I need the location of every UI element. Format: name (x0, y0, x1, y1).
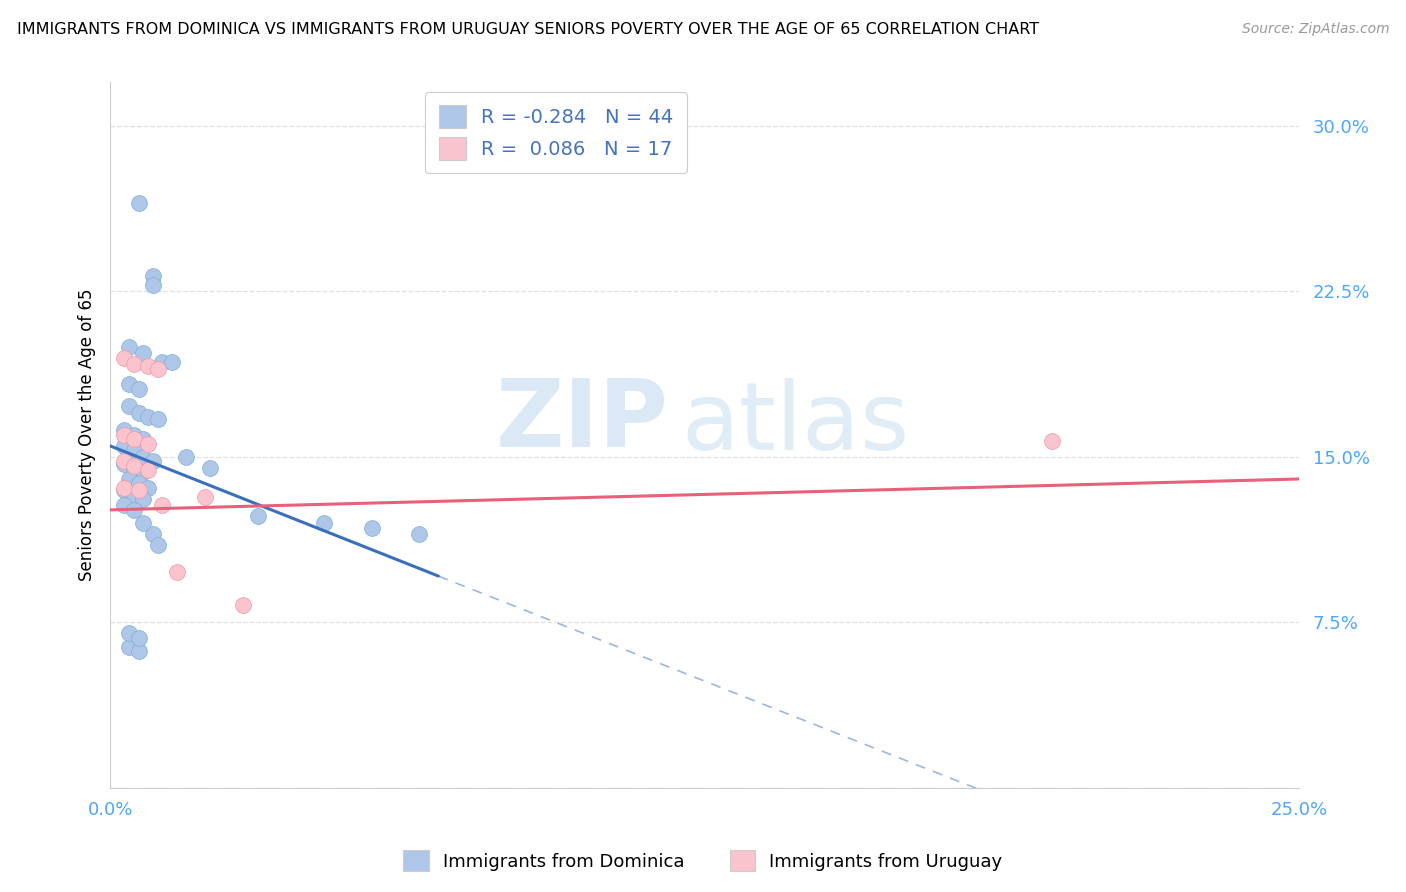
Point (408, 527, 430, 541)
Point (112, 481, 135, 495)
Point (136, 359, 159, 374)
Text: Source: ZipAtlas.com: Source: ZipAtlas.com (1241, 22, 1389, 37)
Point (112, 439, 135, 453)
Point (132, 450, 155, 464)
Point (122, 443, 145, 458)
Text: ZIP: ZIP (496, 375, 669, 467)
Text: atlas: atlas (681, 378, 910, 470)
Point (132, 491, 155, 506)
Point (152, 499, 174, 513)
Legend: Immigrants from Dominica, Immigrants from Uruguay: Immigrants from Dominica, Immigrants fro… (396, 843, 1010, 879)
Point (136, 463, 159, 477)
Point (142, 527, 165, 541)
Point (136, 481, 159, 495)
Point (122, 432, 145, 446)
Point (128, 631, 150, 645)
Point (132, 432, 155, 446)
Point (160, 355, 183, 369)
Point (136, 410, 159, 425)
Point (112, 454, 135, 468)
Point (128, 406, 150, 420)
Point (128, 196, 150, 211)
Point (360, 520, 382, 534)
Point (194, 490, 217, 504)
Point (142, 277, 165, 292)
Point (118, 399, 141, 413)
Point (118, 626, 141, 640)
Point (122, 487, 145, 501)
Point (122, 461, 145, 475)
Point (174, 450, 197, 464)
Point (142, 268, 165, 283)
Point (118, 472, 141, 486)
Text: IMMIGRANTS FROM DOMINICA VS IMMIGRANTS FROM URUGUAY SENIORS POVERTY OVER THE AGE: IMMIGRANTS FROM DOMINICA VS IMMIGRANTS F… (17, 22, 1039, 37)
Point (246, 509, 269, 524)
Point (136, 436, 159, 450)
Point (314, 516, 336, 530)
Point (146, 412, 169, 426)
Point (112, 351, 135, 365)
Y-axis label: Seniors Poverty Over the Age of 65: Seniors Poverty Over the Age of 65 (79, 289, 96, 581)
Point (128, 644, 150, 658)
Point (1040, 434, 1063, 449)
Point (132, 346, 155, 360)
Point (128, 483, 150, 497)
Point (122, 428, 145, 442)
Point (112, 483, 135, 497)
Point (118, 377, 141, 392)
Point (112, 424, 135, 438)
Point (112, 499, 135, 513)
Point (232, 598, 254, 612)
Point (132, 516, 155, 530)
Point (122, 458, 145, 473)
Point (122, 503, 145, 517)
Point (122, 357, 145, 371)
Point (146, 361, 169, 376)
Point (128, 476, 150, 491)
Point (166, 565, 188, 579)
Point (118, 340, 141, 354)
Point (142, 454, 165, 468)
Point (112, 428, 135, 442)
Point (112, 457, 135, 471)
Point (146, 538, 169, 552)
Legend: R = -0.284   N = 44, R =  0.086   N = 17: R = -0.284 N = 44, R = 0.086 N = 17 (425, 92, 688, 173)
Point (118, 640, 141, 654)
Point (198, 461, 221, 475)
Point (128, 382, 150, 396)
Point (132, 466, 155, 480)
Point (152, 355, 174, 369)
